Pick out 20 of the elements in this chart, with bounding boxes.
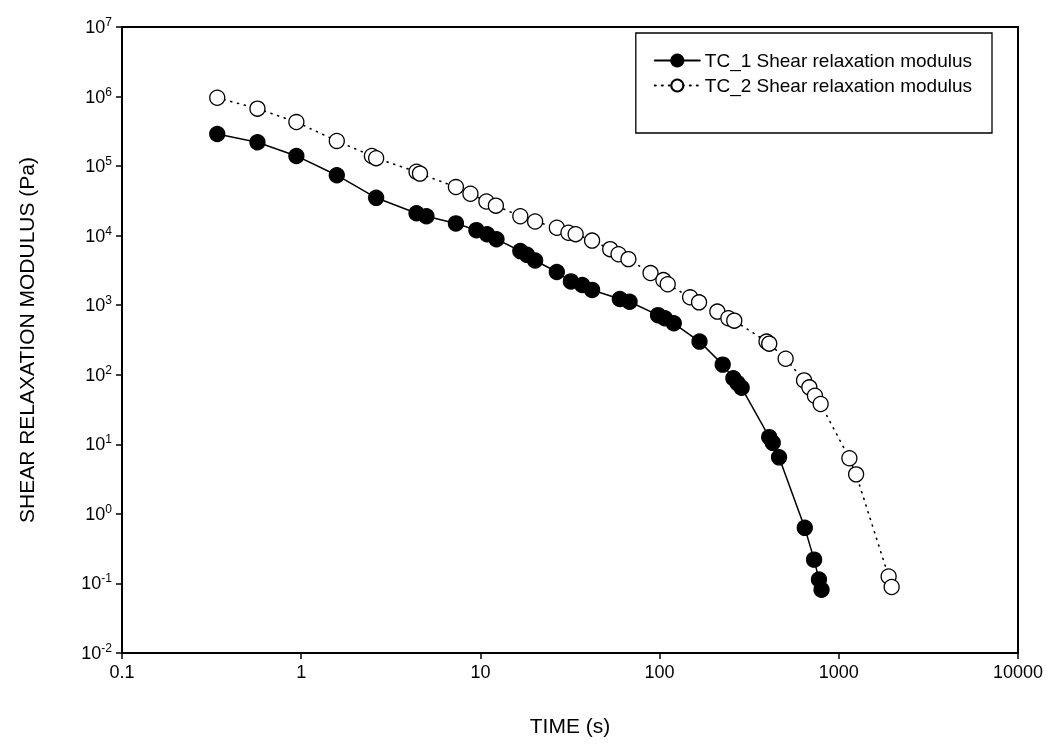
x-tick-label: 1 [296,662,307,682]
y-tick-label: 10$^{2}$ [85,362,112,386]
y-tick-label: 10$^{-1}$ [81,571,112,595]
x-axis-title: TIME (s) [529,714,611,737]
y-tick-label: 10$^{5}$ [85,154,112,178]
y-tick-label: 10$^{0}$ [85,501,112,525]
y-tick-label: 10$^{7}$ [85,15,112,38]
y-axis-title: SHEAR RELAXATION MODULUS (Pa) [15,156,38,524]
y-tick-label: 10$^{6}$ [85,84,112,108]
x-tick-label: 100 [644,662,675,682]
y-tick-label: 10$^{-2}$ [81,641,112,663]
y-tick-label: 10$^{4}$ [85,223,112,247]
y-tick-label: 10$^{1}$ [85,432,112,456]
x-tick-label: 10 [470,662,491,682]
x-tick-label: 10000 [992,662,1044,682]
y-tick-label: 10$^{3}$ [85,293,112,317]
legend-label: TC_1 Shear relaxation modulus [704,50,973,72]
x-tick-label: 1000 [818,662,859,682]
legend-label: TC_2 Shear relaxation modulus [704,75,973,97]
x-tick-label: 0.1 [109,662,135,682]
